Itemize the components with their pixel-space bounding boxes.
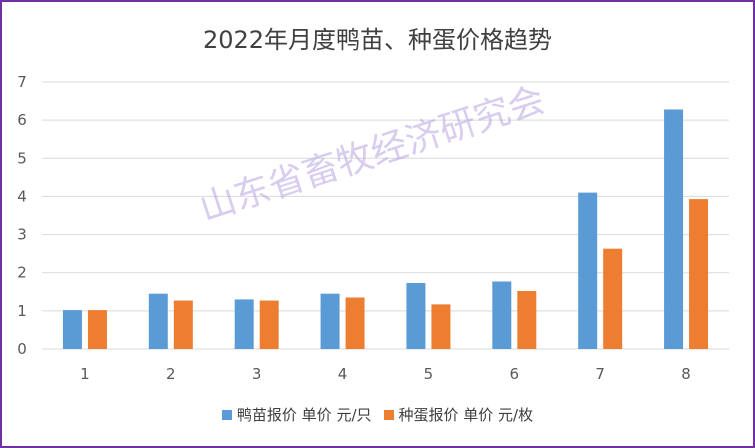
x-tick-label: 6 bbox=[510, 365, 520, 383]
chart-legend: 鸭苗报价 单价 元/只 种蛋报价 单价 元/枚 bbox=[2, 404, 753, 425]
bar-egg-price bbox=[517, 291, 537, 349]
x-tick-label: 4 bbox=[338, 365, 348, 383]
y-tick-label: 6 bbox=[17, 111, 27, 129]
bar-duckling-price bbox=[62, 310, 82, 349]
bar-duckling-price bbox=[406, 283, 426, 349]
x-tick-label: 8 bbox=[681, 365, 691, 383]
x-tick-label: 3 bbox=[252, 365, 262, 383]
legend-swatch-duckling bbox=[221, 409, 232, 420]
legend-swatch-egg bbox=[383, 409, 394, 420]
bar-egg-price bbox=[173, 300, 193, 349]
legend-label-duckling: 鸭苗报价 单价 元/只 bbox=[236, 406, 372, 424]
y-tick-label: 0 bbox=[17, 340, 27, 358]
x-tick-label: 1 bbox=[80, 365, 90, 383]
y-tick-label: 7 bbox=[17, 73, 27, 91]
x-tick-label: 7 bbox=[595, 365, 605, 383]
y-tick-label: 4 bbox=[17, 187, 27, 205]
x-tick-label: 2 bbox=[166, 365, 176, 383]
bar-egg-price bbox=[689, 199, 709, 349]
bar-egg-price bbox=[431, 304, 451, 349]
x-tick-label: 5 bbox=[424, 365, 434, 383]
bar-egg-price bbox=[603, 248, 623, 349]
bar-duckling-price bbox=[578, 192, 598, 349]
bar-duckling-price bbox=[148, 293, 168, 349]
y-tick-label: 5 bbox=[17, 149, 27, 167]
bar-duckling-price bbox=[492, 281, 512, 349]
bar-duckling-price bbox=[320, 293, 340, 349]
bar-duckling-price bbox=[664, 109, 684, 349]
bar-egg-price bbox=[345, 297, 365, 349]
legend-item-egg: 种蛋报价 单价 元/枚 bbox=[383, 404, 534, 425]
y-tick-label: 3 bbox=[17, 226, 27, 244]
chart-title: 2022年月度鸭苗、种蛋价格趋势 bbox=[202, 26, 553, 54]
bar-duckling-price bbox=[234, 299, 254, 349]
legend-label-egg: 种蛋报价 单价 元/枚 bbox=[398, 406, 534, 424]
y-tick-label: 1 bbox=[17, 302, 27, 320]
bar-egg-price bbox=[259, 300, 279, 349]
bar-egg-price bbox=[87, 310, 107, 349]
legend-item-duckling: 鸭苗报价 单价 元/只 bbox=[221, 404, 372, 425]
y-tick-label: 2 bbox=[17, 264, 27, 282]
